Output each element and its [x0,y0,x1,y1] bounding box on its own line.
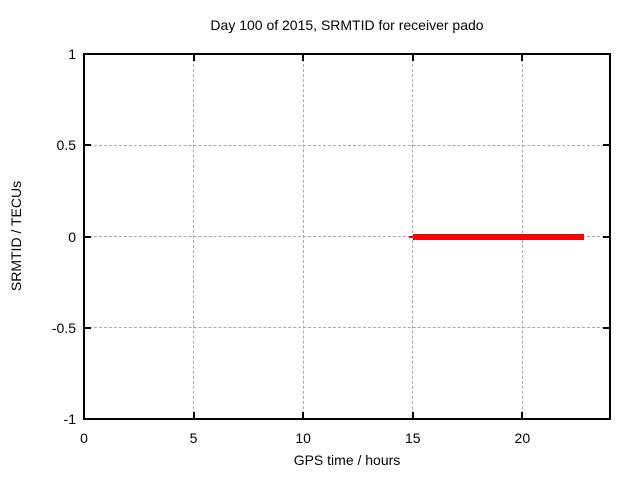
x-tick-mark-top [411,54,414,61]
y-tick-mark-right [603,235,610,238]
x-tick-label: 5 [189,430,198,446]
x-tick-mark-bottom [302,412,305,419]
y-tick-label: 0 [68,228,76,245]
x-axis-label: GPS time / hours [293,452,401,468]
x-tick-mark-top [302,54,305,61]
x-tick-label: 0 [80,430,88,446]
x-tick-label: 15 [404,430,421,446]
gridline-horizontal [84,144,610,146]
y-tick-mark-left [84,144,91,147]
x-tick-mark-bottom [192,412,195,419]
y-tick-mark-right [603,326,610,329]
x-tick-mark-bottom [411,412,414,419]
y-tick-label: 0.5 [56,137,76,154]
x-tick-label: 10 [295,430,311,446]
x-tick-mark-top [521,54,524,61]
y-tick-label: -1 [63,411,76,427]
y-tick-mark-left [84,235,91,238]
x-tick-mark-bottom [521,412,524,419]
y-tick-label: 1 [68,46,76,62]
gridline-horizontal [84,327,610,329]
data-series-segment [409,235,413,238]
x-tick-label: 20 [514,430,531,446]
y-tick-label: -0.5 [51,319,76,336]
y-tick-mark-right [603,144,610,147]
y-tick-mark-left [84,326,91,329]
plot-area [83,53,611,420]
gridline-horizontal [84,236,610,237]
x-tick-mark-top [192,54,195,61]
data-series-segment [412,233,585,240]
chart-title: Day 100 of 2015, SRMTID for receiver pad… [210,17,484,33]
